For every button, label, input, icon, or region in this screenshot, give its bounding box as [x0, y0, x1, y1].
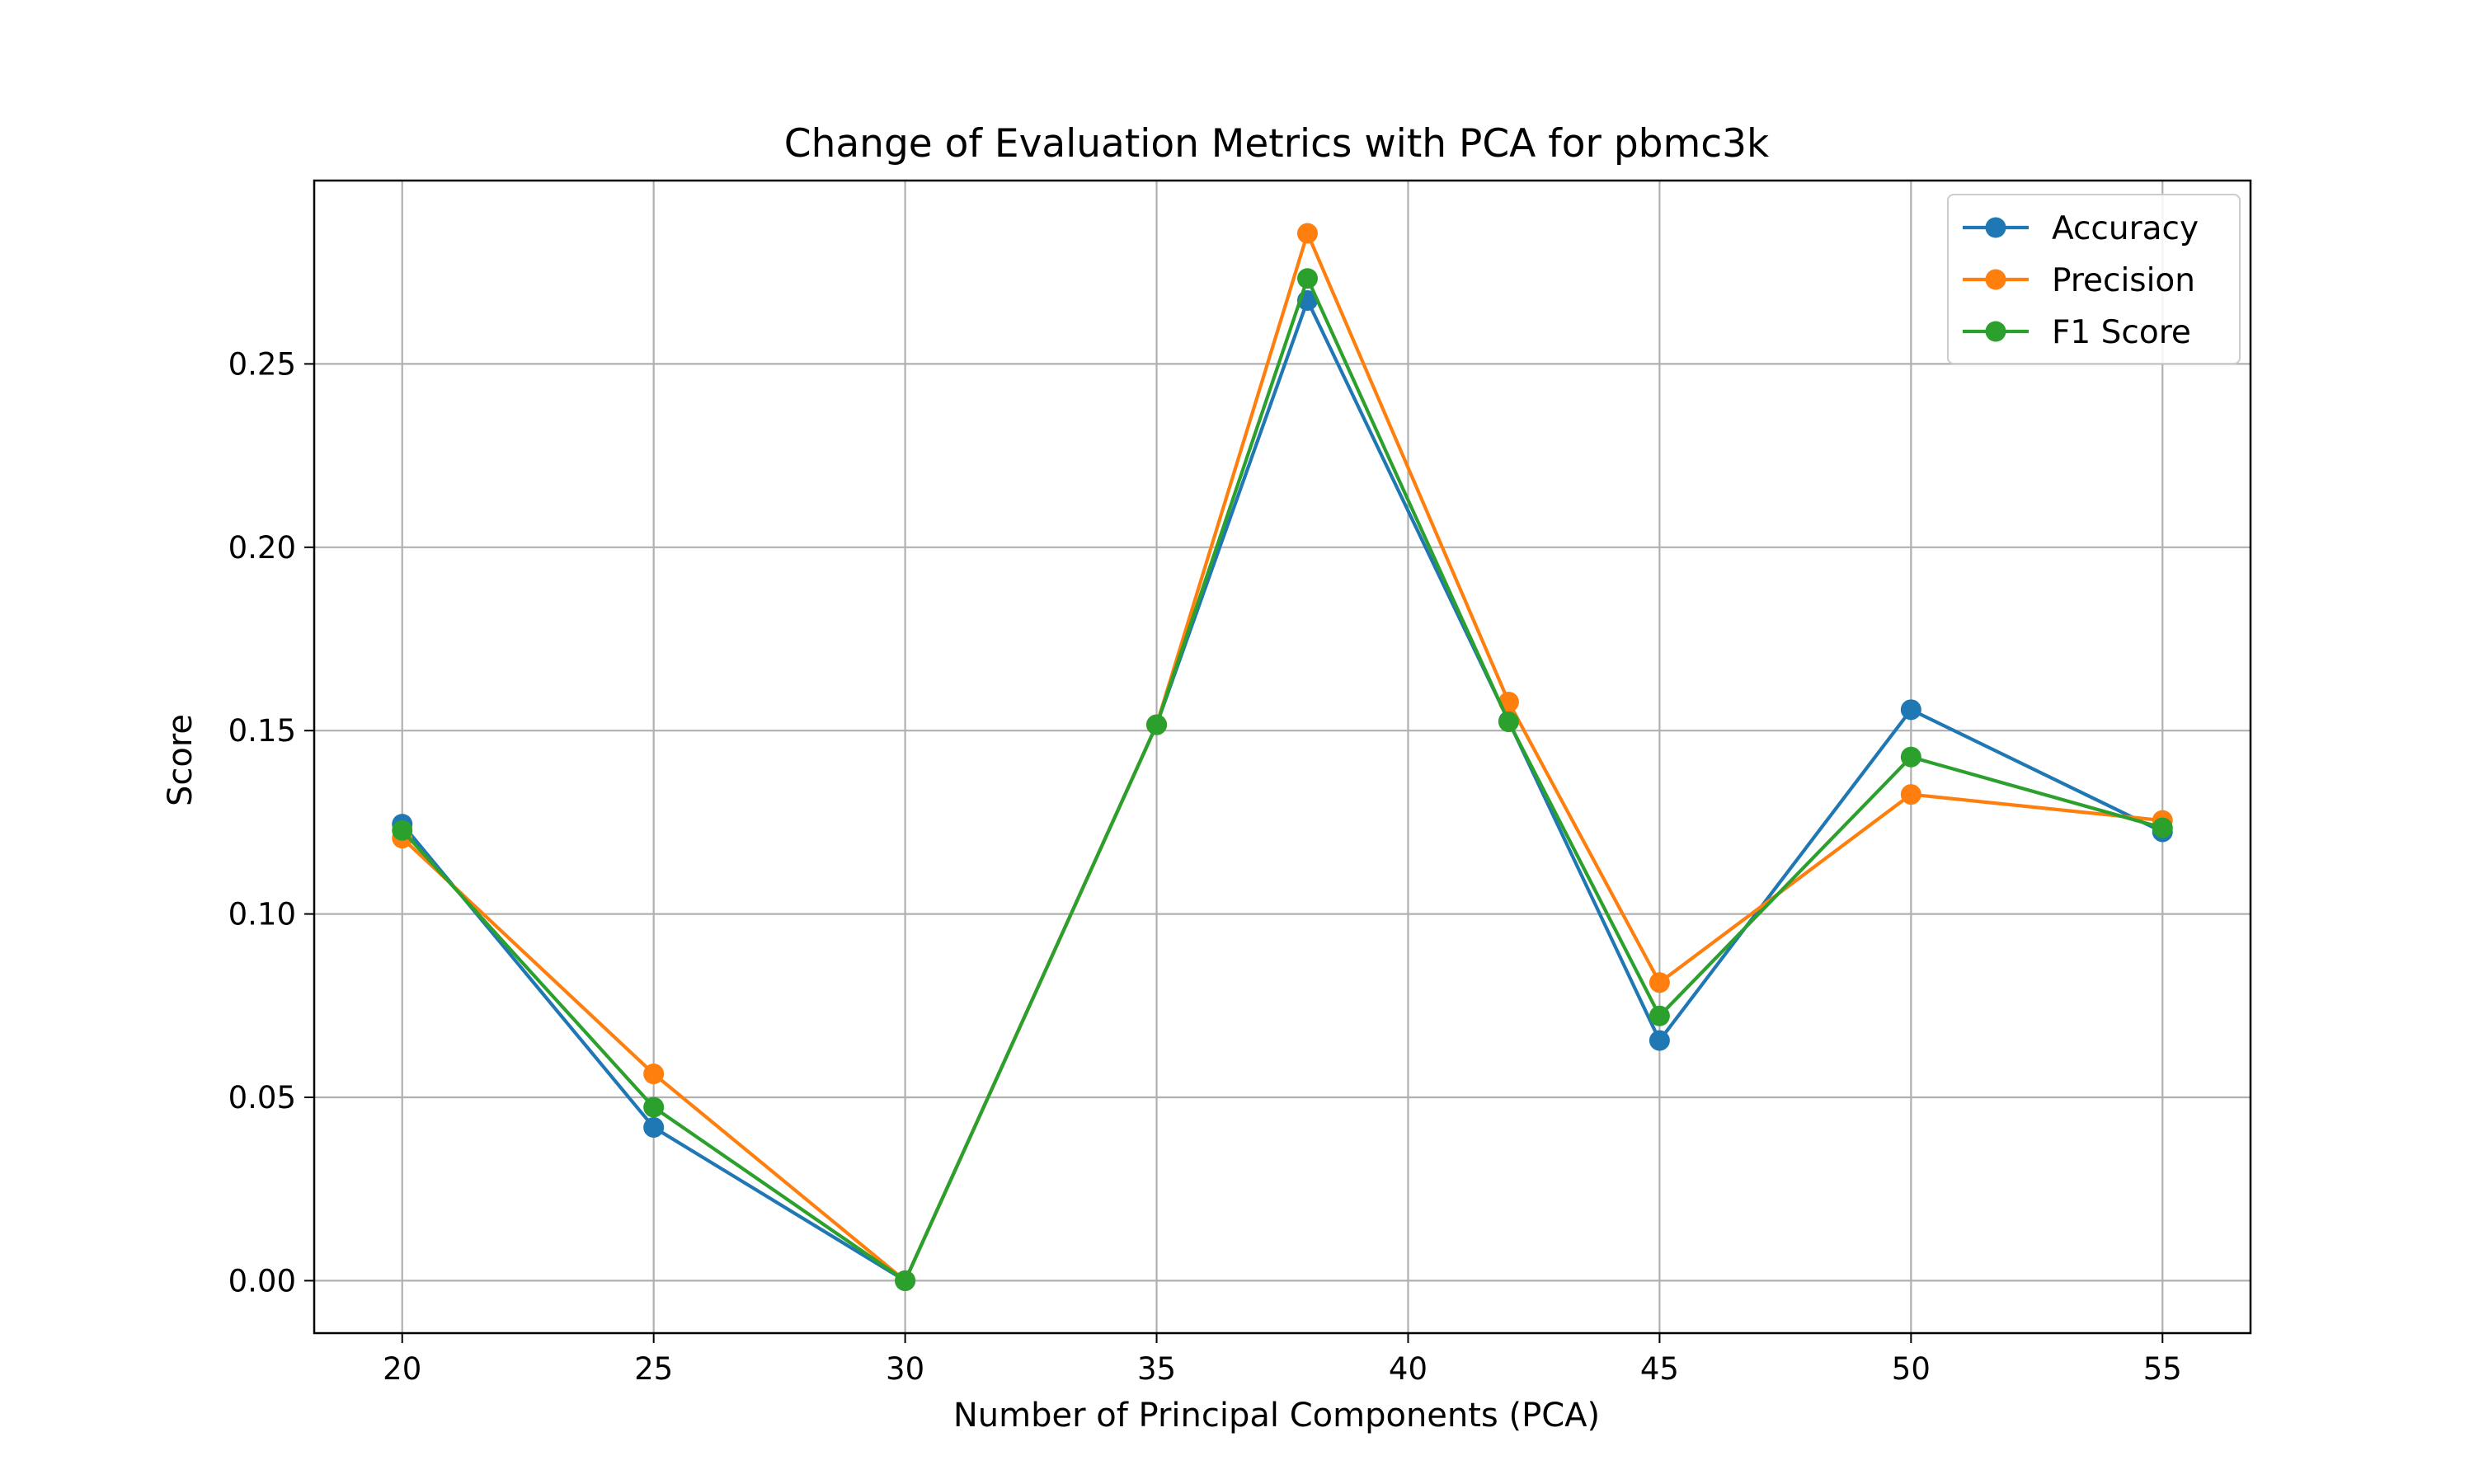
y-axis-ticks: 0.00 0.05 0.10 0.15 0.20 0.25: [228, 346, 314, 1298]
data-point-f1-score: [895, 1270, 916, 1291]
x-tick-label: 50: [1892, 1351, 1931, 1387]
data-point-accuracy: [643, 1116, 665, 1138]
x-axis-label: Number of Principal Components (PCA): [953, 1397, 1600, 1435]
y-tick-label: 0.25: [228, 346, 296, 382]
data-point-accuracy: [1649, 1030, 1670, 1051]
x-tick-label: 20: [383, 1351, 421, 1387]
data-point-precision: [1649, 972, 1670, 993]
legend-label: Accuracy: [2052, 210, 2199, 247]
data-point-f1-score: [1649, 1005, 1670, 1026]
legend-label: F1 Score: [2052, 314, 2191, 351]
data-point-f1-score: [1296, 268, 1318, 289]
data-point-f1-score: [392, 819, 413, 841]
data-point-f1-score: [1146, 714, 1168, 735]
x-tick-label: 40: [1389, 1351, 1427, 1387]
legend-box: [1947, 194, 2241, 364]
legend-swatch-marker: [1985, 269, 2006, 290]
x-tick-label: 45: [1640, 1351, 1679, 1387]
y-tick-label: 0.15: [228, 713, 296, 749]
chart-title: Change of Evaluation Metrics with PCA fo…: [784, 121, 1770, 167]
series-layer: [392, 223, 2173, 1291]
x-tick-label: 55: [2143, 1351, 2182, 1387]
legend-item-accuracy: Accuracy: [1963, 210, 2199, 247]
legend-swatch-marker: [1985, 321, 2006, 342]
legend-item-precision: Precision: [1963, 262, 2195, 299]
data-point-f1-score: [643, 1097, 665, 1118]
y-tick-label: 0.10: [228, 897, 296, 932]
legend-item-f1-score: F1 Score: [1963, 314, 2191, 351]
data-point-precision: [643, 1064, 665, 1085]
x-tick-label: 35: [1137, 1351, 1176, 1387]
x-axis-ticks: 20 25 30 35 40 45 50 55: [383, 1333, 2182, 1387]
plot-frame: [313, 179, 2252, 1335]
legend-swatch-marker: [1985, 217, 2006, 238]
data-point-precision: [1296, 223, 1318, 244]
y-axis-label: Score: [162, 714, 200, 806]
y-tick-label: 0.05: [228, 1080, 296, 1115]
x-tick-label: 25: [634, 1351, 673, 1387]
legend-label: Precision: [2052, 262, 2195, 299]
legend: Accuracy Precision F1 Score: [1947, 194, 2241, 364]
data-point-f1-score: [2152, 817, 2173, 838]
y-tick-label: 0.20: [228, 530, 296, 566]
series-f1-score: [392, 268, 2173, 1291]
x-tick-label: 30: [886, 1351, 924, 1387]
data-point-f1-score: [1900, 746, 1921, 768]
data-point-f1-score: [1498, 711, 1519, 733]
grid-lines: [314, 181, 2251, 1333]
y-tick-label: 0.00: [228, 1263, 296, 1298]
data-point-precision: [1900, 784, 1921, 805]
data-point-accuracy: [1900, 699, 1921, 721]
